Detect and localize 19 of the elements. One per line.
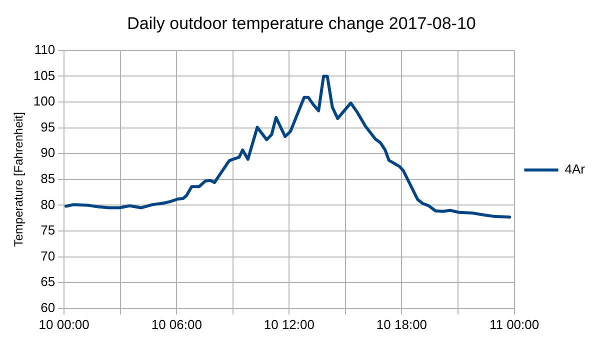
legend-label: 4Ar <box>564 162 586 177</box>
x-tick-label: 10 18:00 <box>376 316 428 332</box>
y-tick-label: 105 <box>33 68 56 83</box>
y-axis-title: Temperature [Fahrenheit] <box>12 112 26 247</box>
y-tick-label: 65 <box>40 274 56 290</box>
y-tick-label: 90 <box>40 145 56 160</box>
chart-title: Daily outdoor temperature change 2017-08-10 <box>127 14 476 33</box>
x-tick-label: 10 00:00 <box>38 316 90 332</box>
y-tick-label: 70 <box>40 248 56 264</box>
y-tick-label: 110 <box>34 42 56 57</box>
y-tick-label: 80 <box>40 196 56 212</box>
x-tick-label: 10 12:00 <box>264 316 314 332</box>
y-tick-label: 95 <box>40 119 56 134</box>
y-tick-label: 100 <box>33 94 56 109</box>
y-tick-label: 85 <box>40 170 56 186</box>
y-tick-label: 60 <box>40 300 56 315</box>
y-tick-label: 75 <box>40 222 56 238</box>
x-tick-label: 10 06:00 <box>151 316 202 332</box>
x-tick-label: 11 00:00 <box>489 316 540 332</box>
